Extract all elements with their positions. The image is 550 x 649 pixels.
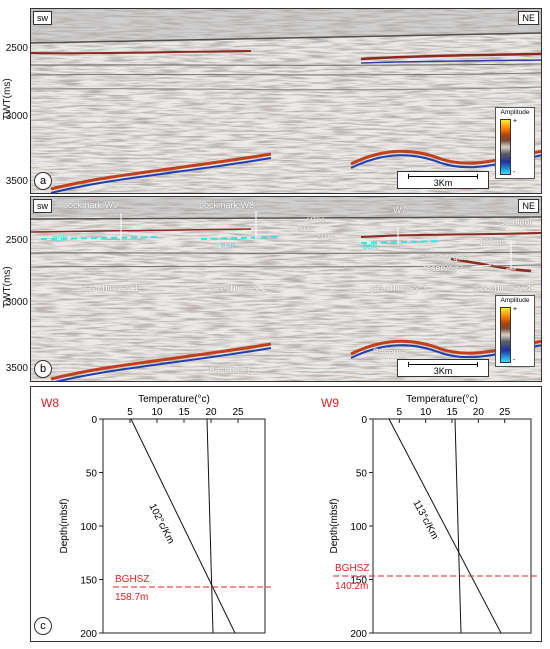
geotherm-line <box>130 418 236 634</box>
y-axis-title: Depth(mbsf) <box>329 498 340 553</box>
label-basement: Basement <box>373 347 414 357</box>
amplitude-title: Amplitude <box>500 297 530 304</box>
amplitude-gradient <box>500 307 511 363</box>
bghsz-depth: 158.7m <box>115 592 148 603</box>
temperature-profile-panel: 5 10 15 20 25 0 50 100 150 200 Temperature(°c) Dept… <box>30 386 542 642</box>
panel-a-ytick: 3500 <box>5 176 28 187</box>
x-tick-label: 15 <box>178 407 190 418</box>
seismic-panel-b: sw NE pockmark W9 pockmark W8 W7 Seafloo… <box>30 196 542 382</box>
label-basement: Basement <box>209 365 250 375</box>
well-name: W9 <box>321 396 339 410</box>
temperature-profile-plots: 5 10 15 20 25050100150200Temperature(°c)Dept… <box>41 394 537 640</box>
x-tick-label: 15 <box>446 407 458 418</box>
panel-letter-b: b <box>34 360 52 378</box>
panel-letter-a: a <box>34 172 52 190</box>
scale-text: 3Km <box>433 366 453 376</box>
x-tick-label: 10 <box>151 407 163 418</box>
amplitude-colorbar: Amplitude + - <box>495 295 535 367</box>
y-tick-label: 150 <box>350 576 367 587</box>
bghsz-depth: 140.2m <box>335 581 368 592</box>
y-tick-label: 50 <box>356 469 368 480</box>
y-tick-label: 0 <box>361 415 367 426</box>
well-name: W8 <box>41 396 59 410</box>
amplitude-minus: - <box>513 357 516 364</box>
panel-a-ytick: 2500 <box>5 43 28 54</box>
x-tick-label: 5 <box>127 407 133 418</box>
y-tick-label: 200 <box>350 629 367 640</box>
amplitude-gradient <box>500 119 511 175</box>
panel-letter-c: c <box>34 617 52 635</box>
scale-bar: 3Km <box>397 359 489 377</box>
y-tick-label: 100 <box>350 522 367 533</box>
label-bsr: BSR <box>53 236 68 243</box>
x-tick-label: 5 <box>397 407 403 418</box>
amplitude-minus: - <box>513 169 516 176</box>
amplitude-colorbar: Amplitude + - <box>495 107 535 179</box>
label-gas-chimney-3: gas chimney 3 <box>369 283 428 293</box>
y-tick-label: 150 <box>80 576 97 587</box>
label-mtd1: MTD1 <box>318 234 336 241</box>
x-tick-label: 20 <box>205 407 217 418</box>
seismic-panel-a: sw NE Amplitude + - 3Km a <box>30 8 542 194</box>
x-tick-label: 25 <box>232 407 244 418</box>
scale-text: 3Km <box>433 178 453 188</box>
label-mtd2: MTD2 <box>297 226 315 233</box>
label-seafloor: Seafloor <box>499 217 533 227</box>
label-shallow-gas: Shallow gas <box>419 252 468 262</box>
y-axis-title: Depth(mbsf) <box>59 498 70 553</box>
scale-bar: 3Km <box>397 171 489 189</box>
y-tick-label: 200 <box>80 629 97 640</box>
panel-b-ytick: 3500 <box>5 363 28 374</box>
hydrate-stability-line <box>454 418 462 634</box>
x-tick-label: 10 <box>420 407 432 418</box>
panel-a-ytick: 3000 <box>5 111 28 122</box>
corner-sw-label: sw <box>33 11 52 25</box>
label-pockmark-w8: pockmark W8 <box>199 200 255 210</box>
corner-sw-label: sw <box>33 199 52 213</box>
corner-ne-label: NE <box>518 199 539 213</box>
label-gas-chimney-1: gas chimney 1 <box>81 283 140 293</box>
amplitude-title: Amplitude <box>500 109 530 116</box>
amplitude-plus: + <box>513 118 518 125</box>
x-axis-title: Temperature(°c) <box>138 394 210 405</box>
panel-b-ytick: 2500 <box>5 235 28 246</box>
label-195ms: 195ms <box>479 237 507 247</box>
label-w7: W7 <box>393 205 407 215</box>
x-tick-label: 20 <box>473 407 485 418</box>
hydrate-stability-line <box>206 418 214 634</box>
label-gas-chimney-4: gas chimney 4 <box>473 283 532 293</box>
x-axis-title: Temperature(°c) <box>406 394 478 405</box>
seismic-image-b <box>31 197 541 381</box>
label-pockmark-w9: pockmark W9 <box>63 200 119 210</box>
y-tick-label: 100 <box>80 522 97 533</box>
y-tick-label: 50 <box>86 469 98 480</box>
label-mtd3: MTD3 <box>307 217 325 224</box>
label-bsr: BSR <box>221 243 236 250</box>
corner-ne-label: NE <box>518 11 539 25</box>
bghsz-label: BGHSZ <box>115 574 149 585</box>
label-gas-chimney-2: gas chimney 2 <box>209 283 268 293</box>
label-bsr: BSR <box>363 244 378 251</box>
panel-b-ytick: 3000 <box>5 297 28 308</box>
seismic-image-a <box>31 9 541 193</box>
amplitude-plus: + <box>513 306 518 313</box>
plot-frame <box>372 418 532 634</box>
bghsz-label: BGHSZ <box>335 563 369 574</box>
gradient-label: 113°c/Km <box>410 498 440 541</box>
label-reservoir: reservoir? <box>423 263 464 273</box>
x-tick-label: 25 <box>499 407 511 418</box>
gradient-label: 102°c/Km <box>146 502 176 546</box>
y-tick-label: 0 <box>91 415 97 426</box>
geotherm-line <box>388 418 502 634</box>
